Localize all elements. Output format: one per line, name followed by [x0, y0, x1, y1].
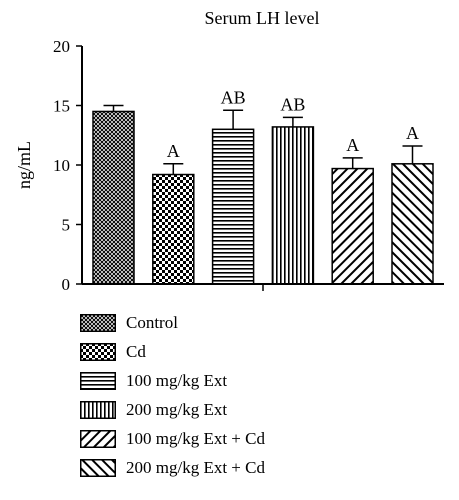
legend-swatch: [80, 372, 116, 390]
bar: [152, 173, 195, 285]
legend-item: Cd: [80, 341, 265, 363]
significance-label: A: [346, 135, 359, 155]
legend-label: 200 mg/kg Ext: [126, 400, 228, 419]
legend-item: 200 mg/kg Ext: [80, 399, 265, 421]
significance-label: A: [406, 123, 419, 143]
legend-label: 100 mg/kg Ext + Cd: [126, 429, 265, 448]
legend-label: Cd: [126, 342, 146, 361]
legend-swatch: [80, 459, 116, 477]
bar: [211, 128, 255, 285]
y-axis-label: ng/mL: [14, 141, 34, 189]
legend-swatch: [80, 401, 116, 419]
bar: [92, 110, 135, 285]
legend-item: 100 mg/kg Ext: [80, 370, 265, 392]
chart-title: Serum LH level: [205, 8, 320, 28]
legend-swatch: [80, 343, 116, 361]
legend-label: 200 mg/kg Ext + Cd: [126, 458, 265, 477]
bar: [331, 167, 374, 285]
y-tick-label: 20: [53, 37, 70, 56]
legend-label: Control: [126, 313, 178, 332]
bar: [271, 126, 315, 285]
legend-swatch: [80, 314, 116, 332]
legend-item: 200 mg/kg Ext + Cd: [80, 457, 265, 479]
significance-label: AB: [280, 94, 305, 114]
y-tick-label: 5: [62, 216, 71, 235]
significance-label: A: [167, 141, 180, 161]
bar-chart: Serum LH level ng/mL A AB AB A A 0 5 10 15 20: [14, 8, 444, 294]
y-tick-label: 0: [62, 275, 71, 294]
legend-label: 100 mg/kg Ext: [126, 371, 228, 390]
y-tick-label: 10: [53, 156, 70, 175]
bar: [391, 163, 434, 285]
legend-swatch: [80, 430, 116, 448]
y-tick-label: 15: [53, 97, 70, 116]
significance-label: AB: [221, 87, 246, 107]
legend-item: Control: [80, 312, 265, 334]
legend-item: 100 mg/kg Ext + Cd: [80, 428, 265, 450]
legend: Control Cd 100 mg/kg Ext 200 mg/kg Ext 100 m…: [80, 312, 265, 486]
